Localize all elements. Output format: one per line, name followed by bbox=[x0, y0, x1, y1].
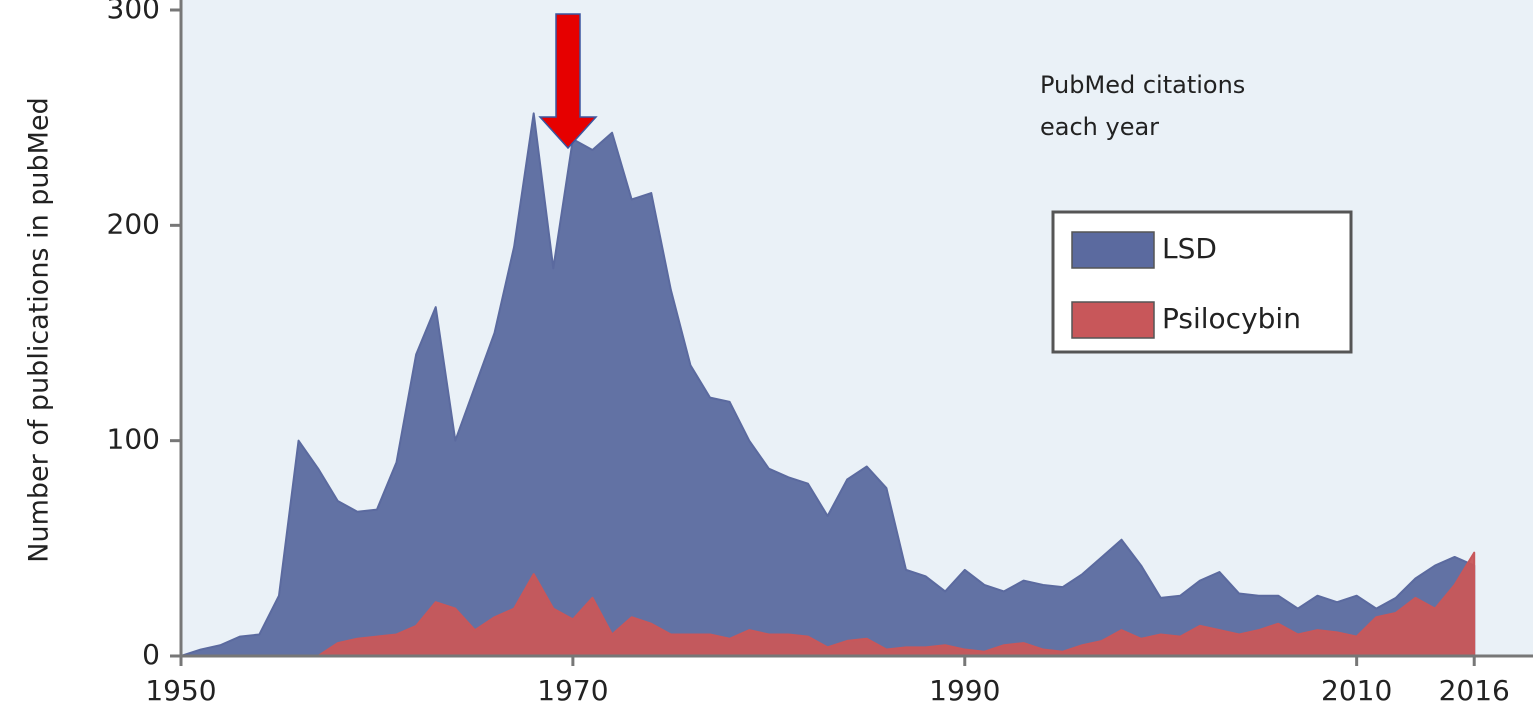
y-tick-label: 0 bbox=[142, 638, 160, 671]
area bbox=[317, 551, 1476, 657]
x-tick-label: 1950 bbox=[145, 674, 216, 707]
legend-label: Psilocybin bbox=[1162, 302, 1301, 335]
y-tick-label: 100 bbox=[107, 423, 160, 456]
x-tick-label: 1970 bbox=[537, 674, 608, 707]
x-tick-label: 1990 bbox=[929, 674, 1000, 707]
annotation: each year bbox=[1040, 113, 1159, 141]
legend-swatch bbox=[1071, 301, 1155, 339]
annotation: PubMed citations bbox=[1040, 71, 1245, 99]
legend-label: LSD bbox=[1162, 232, 1217, 265]
y-axis-label: Number of publications in pubMed bbox=[24, 97, 55, 562]
x-tick-label: 2010 bbox=[1321, 674, 1392, 707]
arrow bbox=[538, 13, 598, 150]
y-tick-label: 200 bbox=[107, 207, 160, 240]
area bbox=[180, 112, 1476, 657]
legend-swatch bbox=[1071, 231, 1155, 269]
y-tick-label: 300 bbox=[107, 0, 160, 25]
x-tick-label: 2016 bbox=[1439, 674, 1510, 707]
